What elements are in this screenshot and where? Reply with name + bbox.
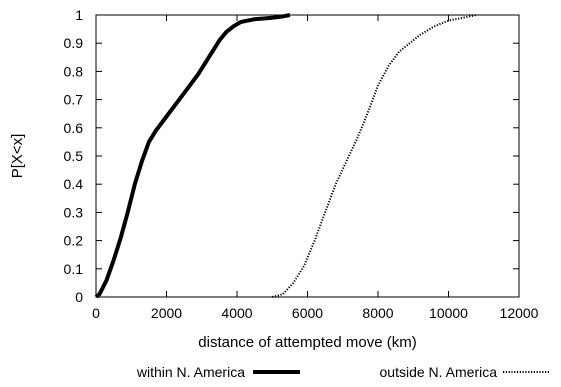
x-tick-label: 0 [92, 305, 100, 321]
x-tick-label: 6000 [292, 305, 323, 321]
legend-label-outside: outside N. America [380, 364, 498, 380]
series-line-1 [272, 14, 477, 298]
x-axis-title: distance of attempted move (km) [198, 334, 416, 351]
y-tick-label: 0.4 [64, 176, 84, 192]
plot-area [95, 14, 520, 298]
y-axis-title: P[X<x] [9, 134, 26, 179]
y-tick-label: 0.8 [64, 63, 84, 79]
y-tick-label: 1 [75, 7, 83, 23]
x-tick-label: 8000 [362, 305, 393, 321]
y-tick-label: 0.2 [64, 233, 84, 249]
y-tick-label: 0.9 [64, 35, 84, 51]
x-tick-label: 4000 [221, 305, 252, 321]
x-tick-label: 10000 [429, 305, 468, 321]
series-line-0 [94, 13, 291, 299]
series-lines [94, 13, 477, 299]
y-tick-label: 0 [75, 289, 83, 305]
y-tick-label: 0.1 [64, 261, 84, 277]
x-tick-label: 2000 [151, 305, 182, 321]
plot-frame [95, 14, 520, 298]
y-tick-label: 0.3 [64, 204, 84, 220]
legend: within N. America outside N. America [136, 364, 550, 380]
tick-marks [95, 14, 520, 298]
y-tick-label: 0.5 [64, 148, 84, 164]
y-tick-label: 0.7 [64, 92, 84, 108]
tick-labels: 0 2000 4000 6000 8000 10000 12000 0 0.1 0.2 0.3 0.4… [64, 7, 539, 321]
y-tick-label: 0.6 [64, 120, 84, 136]
x-tick-label: 12000 [500, 305, 539, 321]
legend-label-within: within N. America [136, 364, 245, 380]
